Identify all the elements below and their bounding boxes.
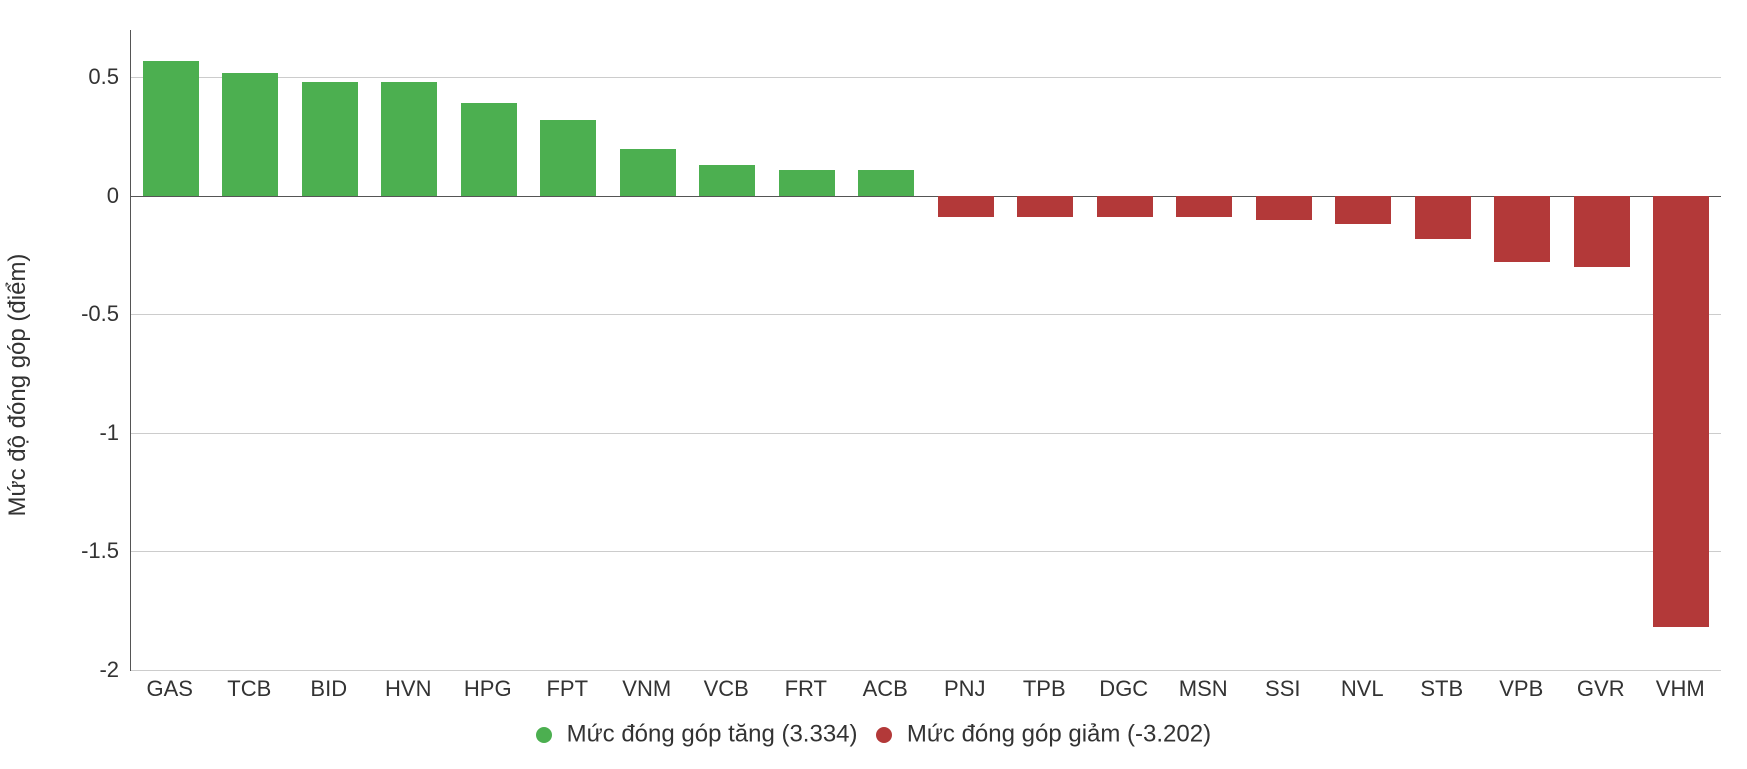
y-tick-label: -1.5 — [81, 538, 119, 564]
y-tick-label: 0.5 — [88, 64, 119, 90]
bar-gvr — [1574, 196, 1630, 267]
x-tick-label: VCB — [704, 676, 749, 702]
x-tick-label: BID — [310, 676, 347, 702]
bar-vnm — [620, 149, 676, 196]
y-tick-label: -0.5 — [81, 301, 119, 327]
bar-hpg — [461, 103, 517, 195]
legend-label-positive: Mức đóng góp tăng (3.334) — [567, 721, 858, 748]
bar-bid — [302, 82, 358, 196]
y-tick-label: -1 — [99, 420, 119, 446]
bar-vhm — [1653, 196, 1709, 627]
x-tick-label: ACB — [863, 676, 908, 702]
bar-gas — [143, 61, 199, 196]
bar-acb — [858, 170, 914, 196]
y-axis-label: Mức độ đóng góp (điểm) — [4, 253, 32, 516]
contribution-bar-chart: Mức độ đóng góp (điểm) 0.50-0.5-1-1.5-2 … — [0, 0, 1747, 769]
y-tick-label: 0 — [107, 183, 119, 209]
bar-tpb — [1017, 196, 1073, 217]
x-tick-label: VNM — [622, 676, 671, 702]
x-tick-label: TCB — [227, 676, 271, 702]
grid-line — [131, 314, 1721, 315]
bar-hvn — [381, 82, 437, 196]
x-tick-label: FRT — [785, 676, 827, 702]
x-tick-label: HPG — [464, 676, 512, 702]
legend-label-negative: Mức đóng góp giảm (-3.202) — [907, 721, 1211, 748]
chart-legend: Mức đóng góp tăng (3.334) Mức đóng góp g… — [0, 720, 1747, 749]
bar-fpt — [540, 120, 596, 196]
y-tick-label: -2 — [99, 657, 119, 683]
bar-dgc — [1097, 196, 1153, 217]
x-tick-label: STB — [1420, 676, 1463, 702]
bar-pnj — [938, 196, 994, 217]
plot-area: 0.50-0.5-1-1.5-2 — [130, 30, 1721, 671]
x-tick-label: SSI — [1265, 676, 1300, 702]
bar-nvl — [1335, 196, 1391, 224]
bar-vpb — [1494, 196, 1550, 262]
x-tick-label: DGC — [1099, 676, 1148, 702]
x-tick-label: VHM — [1656, 676, 1705, 702]
bar-tcb — [222, 73, 278, 196]
legend-negative: Mức đóng góp giảm (-3.202) — [876, 720, 1211, 749]
x-tick-label: FPT — [546, 676, 588, 702]
bar-msn — [1176, 196, 1232, 217]
bar-vcb — [699, 165, 755, 196]
x-tick-label: MSN — [1179, 676, 1228, 702]
x-tick-label: TPB — [1023, 676, 1066, 702]
bar-stb — [1415, 196, 1471, 239]
grid-line — [131, 77, 1721, 78]
bar-ssi — [1256, 196, 1312, 220]
grid-line — [131, 433, 1721, 434]
legend-swatch-negative — [876, 727, 892, 743]
grid-line — [131, 670, 1721, 671]
x-tick-label: GAS — [147, 676, 193, 702]
x-tick-label: HVN — [385, 676, 431, 702]
grid-line — [131, 196, 1721, 197]
x-tick-label: GVR — [1577, 676, 1625, 702]
x-tick-label: NVL — [1341, 676, 1384, 702]
bar-frt — [779, 170, 835, 196]
legend-positive: Mức đóng góp tăng (3.334) — [536, 720, 858, 749]
grid-line — [131, 551, 1721, 552]
legend-swatch-positive — [536, 727, 552, 743]
x-tick-label: VPB — [1499, 676, 1543, 702]
x-tick-label: PNJ — [944, 676, 986, 702]
